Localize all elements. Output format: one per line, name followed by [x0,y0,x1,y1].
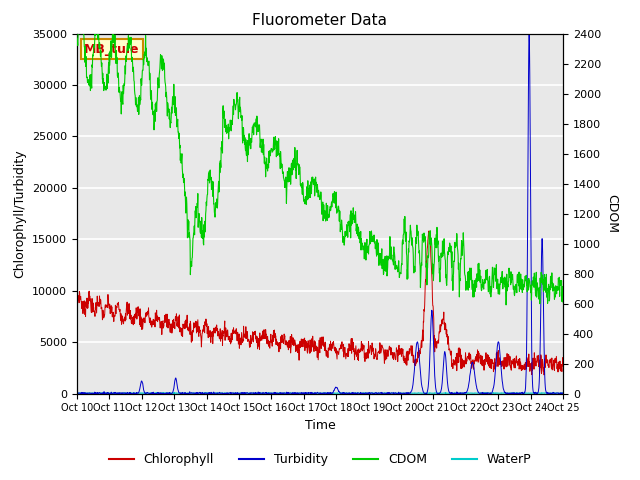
X-axis label: Time: Time [305,419,335,432]
Legend: Chlorophyll, Turbidity, CDOM, WaterP: Chlorophyll, Turbidity, CDOM, WaterP [104,448,536,471]
Y-axis label: CDOM: CDOM [605,194,618,233]
Text: MB_tule: MB_tule [84,43,140,56]
Title: Fluorometer Data: Fluorometer Data [253,13,387,28]
Y-axis label: Chlorophyll/Turbidity: Chlorophyll/Turbidity [13,149,26,278]
